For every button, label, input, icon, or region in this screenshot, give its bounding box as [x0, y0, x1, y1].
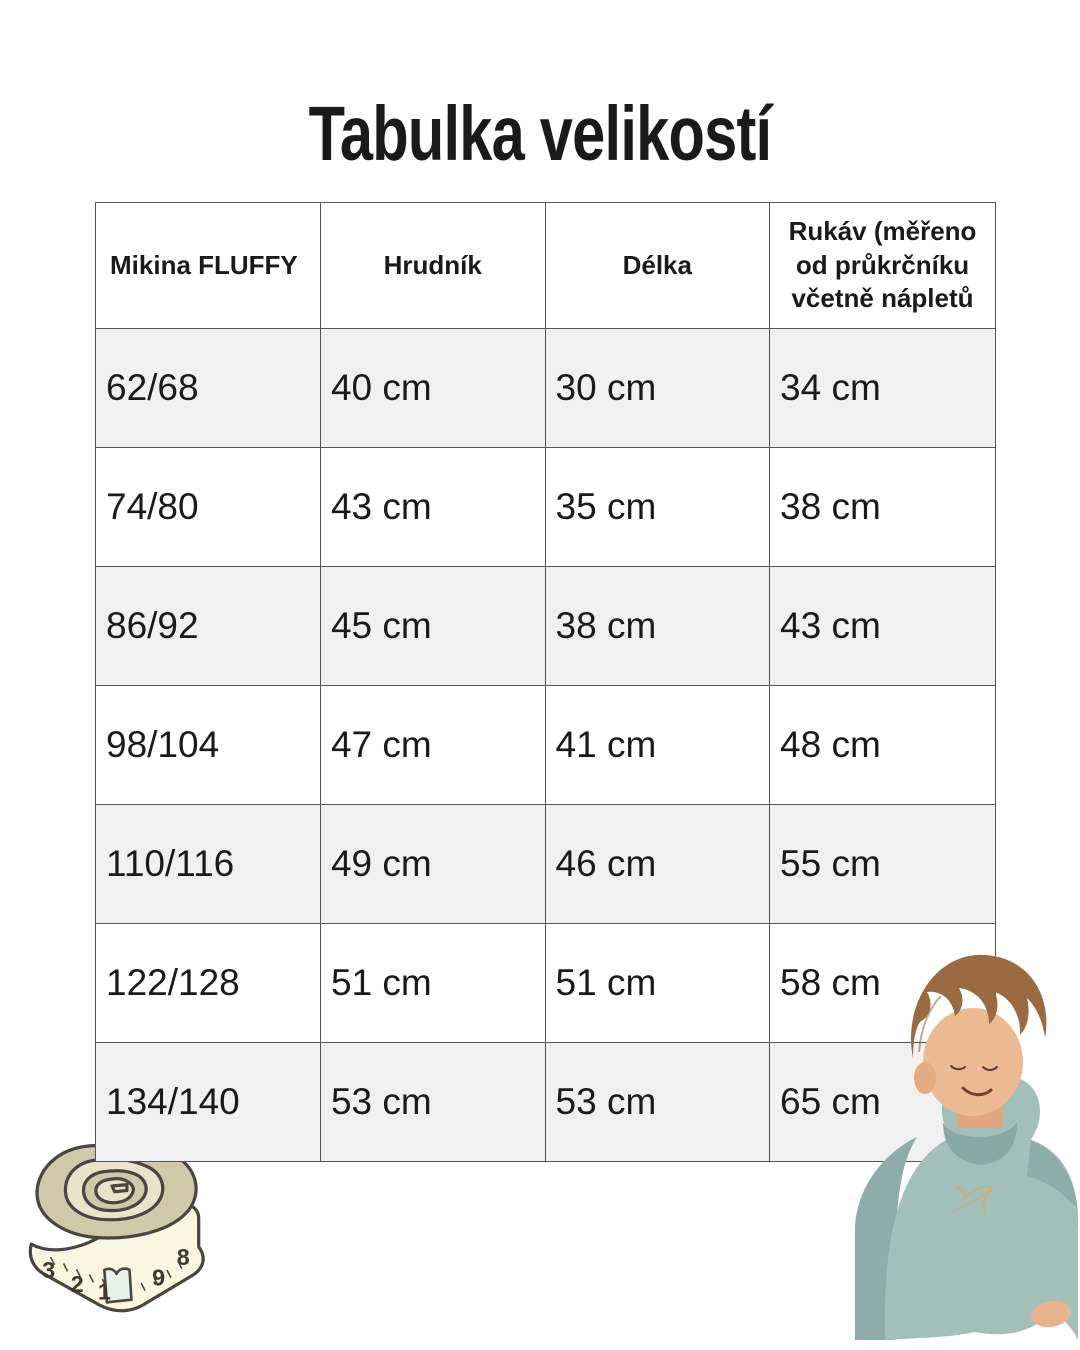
svg-text:9: 9: [152, 1265, 165, 1291]
svg-text:2: 2: [71, 1271, 84, 1297]
svg-text:3: 3: [42, 1257, 55, 1283]
svg-text:8: 8: [177, 1244, 190, 1270]
svg-text:1: 1: [98, 1279, 111, 1305]
